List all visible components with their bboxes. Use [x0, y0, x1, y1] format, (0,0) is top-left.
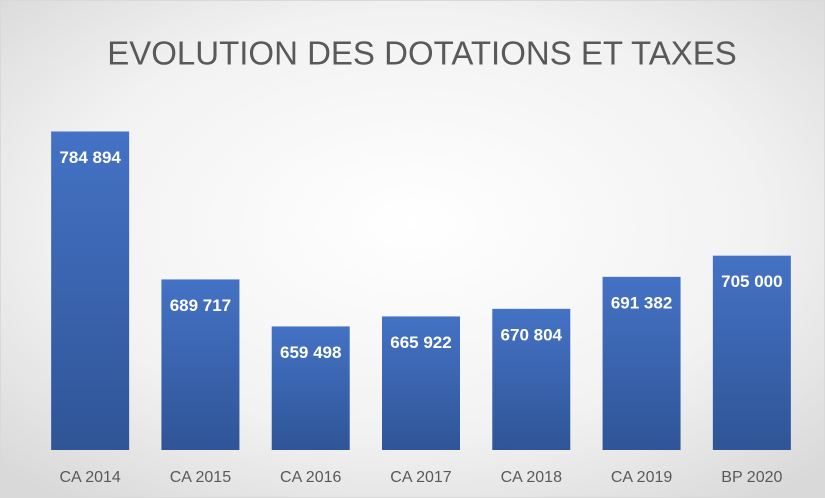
value-label: 691 382	[611, 293, 672, 312]
chart-title: EVOLUTION DES DOTATIONS ET TAXES	[107, 35, 737, 72]
value-label: 659 498	[280, 343, 341, 362]
bar	[712, 255, 791, 450]
value-label: 670 804	[501, 325, 563, 344]
x-tick-label: CA 2014	[59, 469, 120, 486]
x-tick-label: CA 2018	[501, 469, 562, 486]
bar	[161, 279, 240, 450]
value-label: 784 894	[59, 148, 121, 167]
x-tick-label: CA 2019	[611, 469, 672, 486]
bar	[382, 316, 460, 450]
bar	[271, 326, 350, 450]
value-label: 689 717	[170, 296, 231, 315]
x-tick-label: BP 2020	[721, 469, 782, 486]
x-tick-label: CA 2015	[170, 469, 231, 486]
value-label: 665 922	[390, 333, 451, 352]
bar	[492, 308, 571, 450]
bar	[602, 276, 681, 450]
x-tick-label: CA 2016	[280, 469, 341, 486]
x-tick-label: CA 2017	[390, 469, 451, 486]
value-label: 705 000	[721, 272, 782, 291]
bar	[51, 131, 130, 450]
